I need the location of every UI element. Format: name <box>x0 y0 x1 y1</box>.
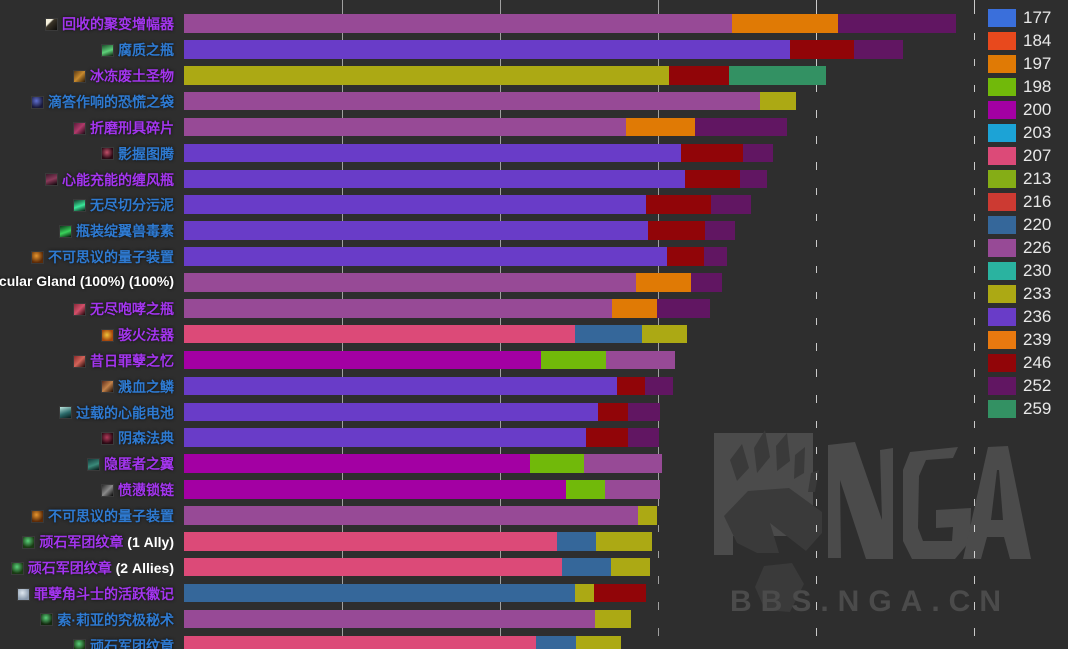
svg-text:BBS.NGA.CN: BBS.NGA.CN <box>730 585 1010 618</box>
